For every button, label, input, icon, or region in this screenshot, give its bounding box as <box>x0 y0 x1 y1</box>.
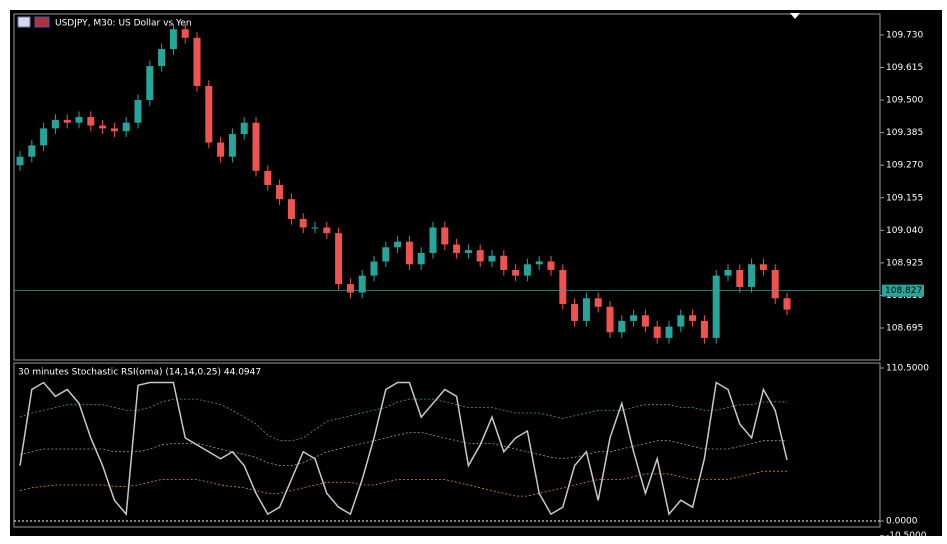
candle-body <box>217 142 225 157</box>
last-price-box <box>882 284 924 297</box>
candle-body <box>146 66 154 101</box>
y-tick-label: 0.0000 <box>886 517 918 527</box>
candle-body <box>335 233 343 285</box>
candle-body <box>287 199 295 219</box>
candle-body <box>51 119 59 129</box>
candle-body <box>783 298 791 310</box>
candle-body <box>677 315 685 327</box>
candle-body <box>346 284 354 293</box>
candle-body <box>311 227 319 229</box>
candle-body <box>464 250 472 253</box>
y-tick-label: -10.5000 <box>886 531 927 541</box>
candle-body <box>276 185 284 200</box>
candle-body <box>476 250 484 262</box>
candle-body <box>771 269 779 299</box>
candle-body <box>429 227 437 253</box>
candle-body <box>594 298 602 307</box>
candle-body <box>358 275 366 293</box>
candle-body <box>736 269 744 287</box>
candle-body <box>724 269 732 276</box>
y-tick-label: 109.270 <box>886 161 923 171</box>
y-tick-label: 108.695 <box>886 324 923 334</box>
indicator-pane <box>13 362 881 528</box>
candle-body <box>665 326 673 338</box>
candle-body <box>181 29 189 38</box>
candle-body <box>630 315 638 321</box>
candle-body <box>16 156 24 166</box>
candle-body <box>641 315 649 327</box>
candle-body <box>394 241 402 248</box>
y-tick-label: 109.500 <box>886 96 923 106</box>
candle-body <box>382 247 390 262</box>
candle-body <box>299 218 307 228</box>
menu-icon[interactable] <box>17 16 31 28</box>
candle-body <box>700 320 708 338</box>
candle-body <box>606 306 614 333</box>
flag-icon <box>34 16 50 28</box>
candle-body <box>63 119 71 123</box>
candle-body <box>40 128 48 146</box>
candle-body <box>523 264 531 276</box>
candle-body <box>759 264 767 270</box>
candle-body <box>488 255 496 262</box>
chart-title: USDJPY, M30: US Dollar vs Yen <box>55 19 192 29</box>
candle-body <box>370 261 378 276</box>
candle-body <box>323 227 331 234</box>
level-line <box>19 431 787 467</box>
candle-body <box>547 261 555 270</box>
candle-body <box>252 122 260 171</box>
candle-body <box>535 261 543 265</box>
candle-body <box>158 49 166 67</box>
candle-body <box>712 275 720 338</box>
candle-body <box>122 122 130 132</box>
stoch-rsi-line <box>19 381 788 516</box>
candle-body <box>193 37 201 86</box>
candle-body <box>653 326 661 338</box>
shift-marker <box>790 13 800 19</box>
y-tick-label: 108.925 <box>886 258 923 268</box>
candle-body <box>689 315 697 321</box>
candle-body <box>87 117 95 126</box>
candle-body <box>748 264 756 287</box>
candle-body <box>134 100 142 123</box>
y-tick-label: 109.615 <box>886 63 923 73</box>
main-pane <box>13 13 881 361</box>
candle-body <box>99 125 107 129</box>
y-tick-label: 109.040 <box>886 226 923 236</box>
last-price-label: 108.827 <box>885 286 922 296</box>
chart-window <box>10 10 942 536</box>
y-tick-label: 110.5000 <box>886 363 929 373</box>
indicator-title: 30 minutes Stochastic RSI(oma) (14,14,0.… <box>18 368 261 378</box>
y-tick-label: 109.155 <box>886 193 923 203</box>
candle-body <box>512 269 520 276</box>
candle-body <box>500 255 508 270</box>
y-tick-label: 109.730 <box>886 30 923 40</box>
candle-body <box>453 244 461 253</box>
candle-body <box>264 170 272 186</box>
candle-body <box>417 252 425 265</box>
candle-body <box>205 85 213 143</box>
candle-body <box>75 117 83 123</box>
level-line <box>19 470 787 497</box>
candle-body <box>559 269 567 304</box>
candle-body <box>110 128 118 132</box>
candle-body <box>441 227 449 245</box>
candle-body <box>405 241 413 265</box>
candle-body <box>169 29 177 50</box>
candle-body <box>582 298 590 321</box>
candle-body <box>240 122 248 135</box>
y-tick-label: 109.385 <box>886 128 923 138</box>
candle-body <box>571 303 579 321</box>
candle-body <box>618 320 626 333</box>
candle-body <box>228 134 236 157</box>
candle-body <box>28 145 36 157</box>
